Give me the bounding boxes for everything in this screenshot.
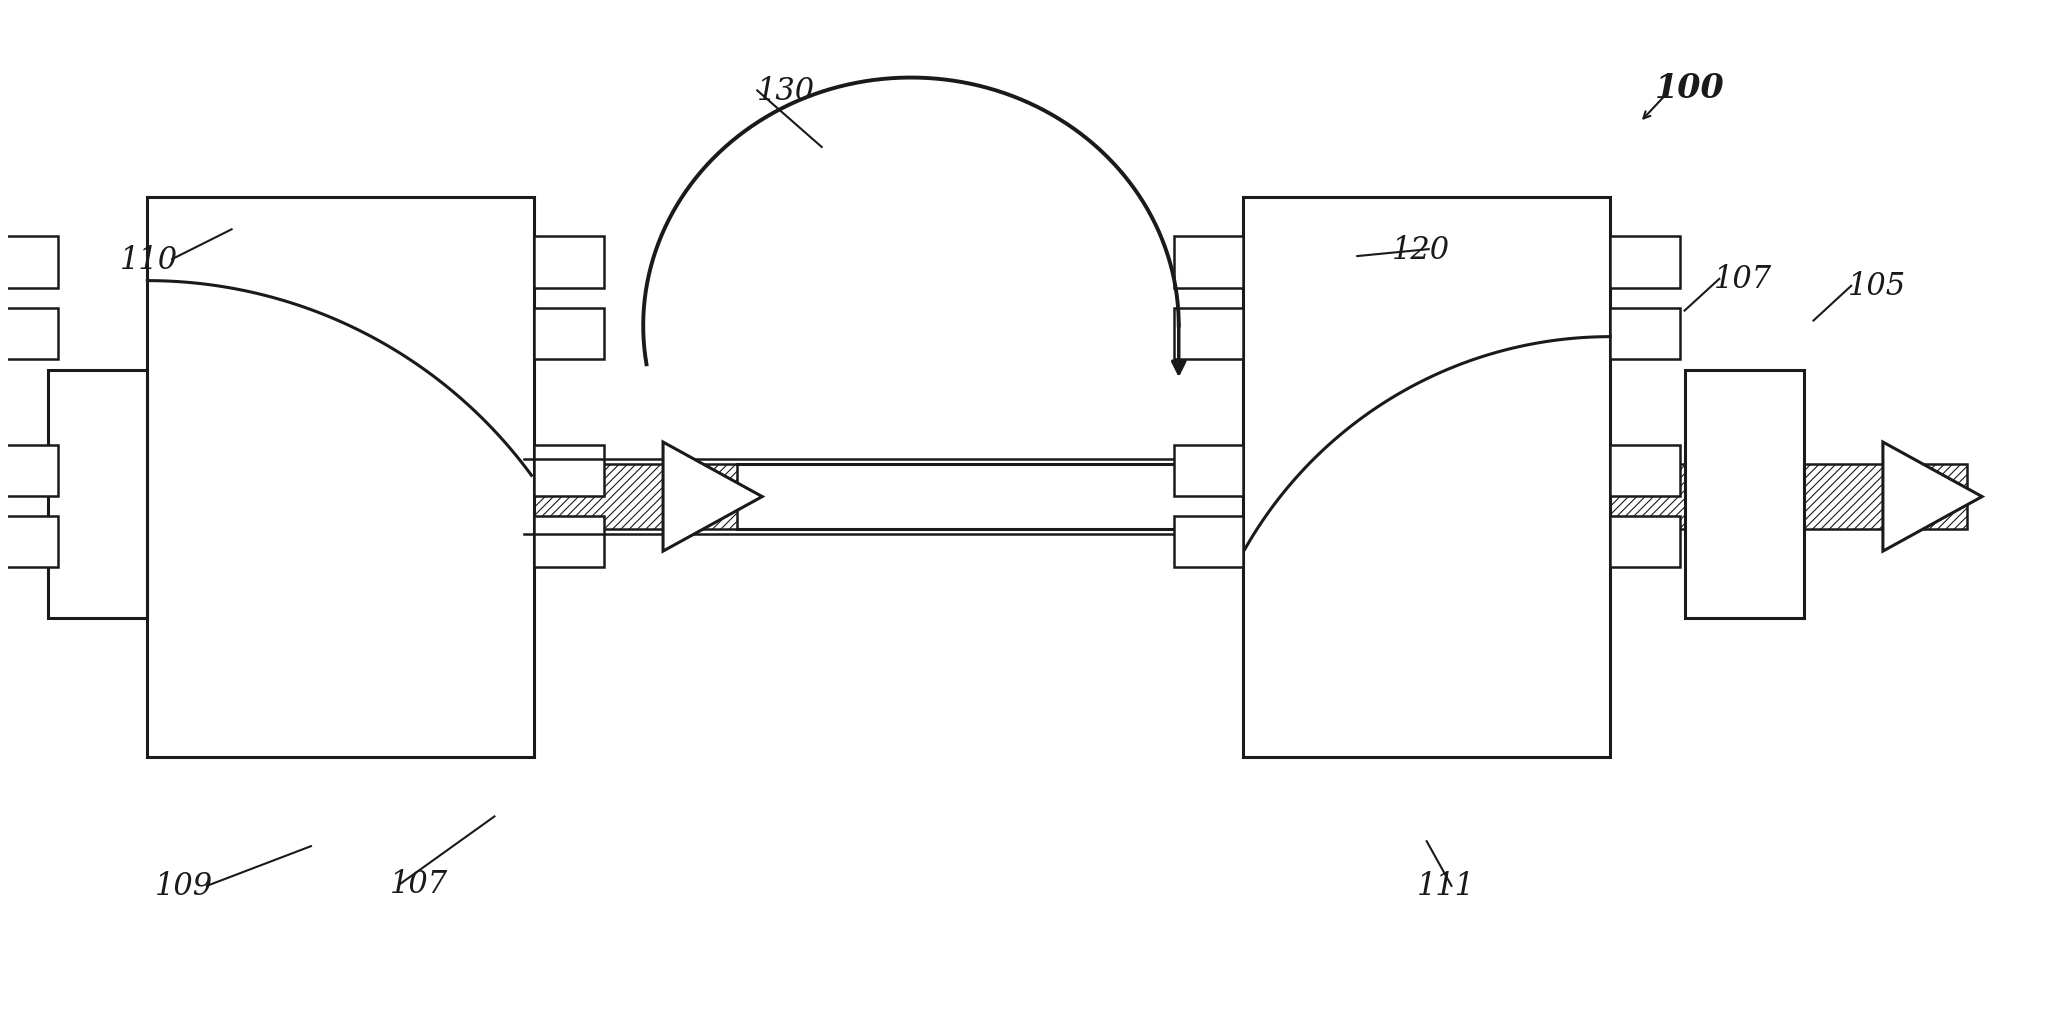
Text: 111: 111 <box>1417 870 1474 902</box>
Text: 109: 109 <box>154 870 214 902</box>
Bar <box>1610 237 1680 288</box>
Text: 100: 100 <box>1655 72 1725 105</box>
Bar <box>1174 308 1244 360</box>
Text: 107: 107 <box>1715 264 1773 295</box>
Text: 130: 130 <box>758 76 815 107</box>
Bar <box>533 237 603 288</box>
Bar <box>1174 237 1244 288</box>
Bar <box>1684 371 1804 619</box>
Bar <box>0 237 58 288</box>
Bar <box>1174 517 1244 568</box>
Bar <box>1244 197 1610 757</box>
Text: 110: 110 <box>119 245 177 275</box>
Bar <box>0 308 58 360</box>
Bar <box>1610 308 1680 360</box>
Bar <box>1244 465 1966 530</box>
Text: 105: 105 <box>1849 271 1907 302</box>
Bar <box>47 371 148 619</box>
Bar <box>0 517 58 568</box>
Text: 120: 120 <box>1392 235 1450 265</box>
Polygon shape <box>663 443 762 552</box>
Bar <box>533 308 603 360</box>
Bar <box>1174 445 1244 496</box>
Bar <box>148 197 533 757</box>
Bar <box>1610 445 1680 496</box>
Polygon shape <box>1882 443 1983 552</box>
Bar <box>0 445 58 496</box>
Bar <box>533 445 603 496</box>
Text: 107: 107 <box>391 868 449 900</box>
Bar <box>1610 517 1680 568</box>
Bar <box>533 517 603 568</box>
Bar <box>47 465 737 530</box>
